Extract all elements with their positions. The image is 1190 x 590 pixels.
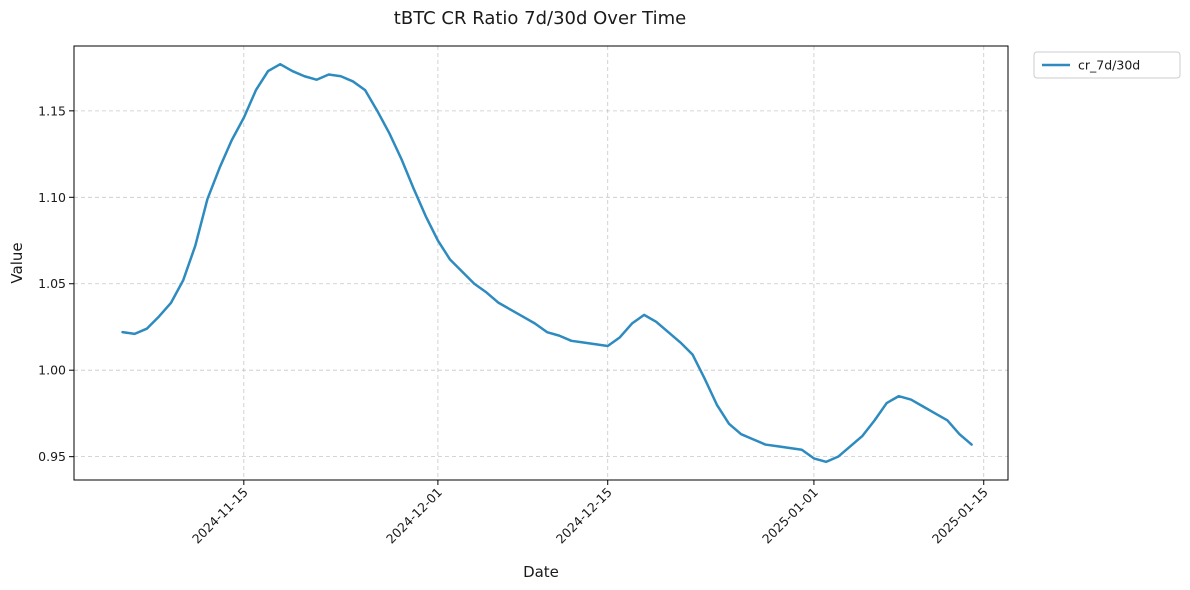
x-tick-label: 2025-01-01 (759, 485, 821, 547)
x-tick-label: 2024-12-01 (383, 485, 445, 547)
x-axis: 2024-11-15 2024-12-01 2024-12-15 2025-01-01… (189, 480, 991, 546)
grid-lines (74, 46, 1008, 480)
legend: cr_7d/30d (1033, 51, 1181, 79)
chart-title: tBTC CR Ratio 7d/30d Over Time (394, 8, 686, 29)
y-tick-label: 1.10 (38, 190, 66, 205)
series-line (121, 62, 973, 464)
x-tick-label: 2024-12-15 (553, 485, 615, 547)
y-axis-label: Value (8, 242, 26, 283)
x-tick-label: 2025-01-15 (929, 485, 991, 547)
plot-frame (73, 45, 1009, 481)
series-layer (121, 62, 973, 464)
y-axis: 0.95 1.00 1.05 1.10 1.15 (38, 103, 74, 464)
x-axis-label: Date (523, 563, 559, 581)
legend-label: cr_7d/30d (1078, 58, 1140, 73)
legend-box (1033, 51, 1181, 79)
x-tick-label: 2024-11-15 (189, 485, 251, 547)
y-tick-label: 1.05 (38, 276, 66, 291)
y-tick-label: 1.15 (38, 103, 66, 118)
y-tick-label: 0.95 (38, 449, 66, 464)
y-tick-label: 1.00 (38, 363, 66, 378)
